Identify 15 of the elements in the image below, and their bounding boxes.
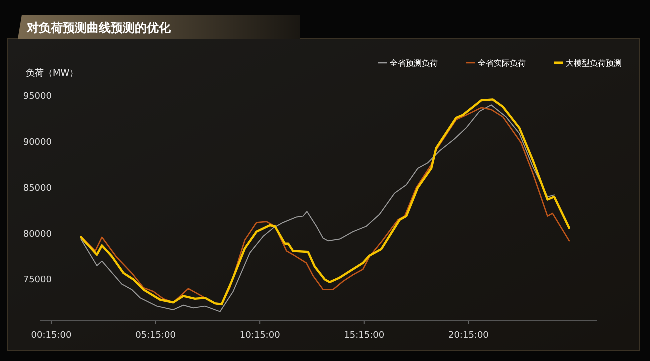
x-tick-label: 20:15:00 <box>448 331 490 341</box>
legend-label: 全省预测负荷 <box>390 59 438 68</box>
x-tick-label: 00:15:00 <box>31 331 72 341</box>
y-tick-label: 90000 <box>23 138 52 148</box>
y-tick-label: 95000 <box>23 92 52 102</box>
y-axis-title: 负荷（MW） <box>26 68 79 79</box>
y-tick-label: 75000 <box>23 276 52 286</box>
legend-label: 全省实际负荷 <box>478 59 526 68</box>
y-tick-label: 80000 <box>23 230 52 240</box>
legend-label: 大模型负荷预测 <box>566 59 622 68</box>
x-tick-label: 05:15:00 <box>136 331 176 341</box>
chart-title: 对负荷预测曲线预测的优化 <box>26 21 172 35</box>
x-tick-label: 10:15:00 <box>240 331 281 341</box>
x-tick-label: 15:15:00 <box>344 331 385 341</box>
y-tick-label: 85000 <box>23 184 52 194</box>
